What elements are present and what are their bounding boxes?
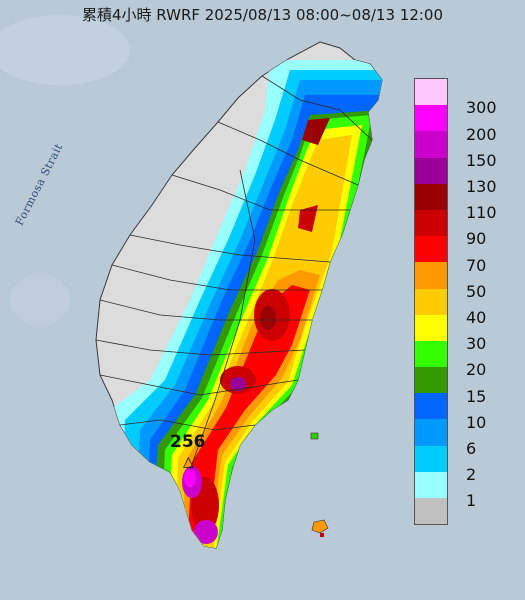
legend-label: 2 xyxy=(466,465,477,485)
legend-swatch xyxy=(415,183,447,210)
map-title: 累積4小時 RWRF 2025/08/13 08:00~08/13 12:00 xyxy=(81,6,444,24)
cloud-area xyxy=(0,15,130,85)
islet xyxy=(320,533,324,537)
legend-label: 50 xyxy=(466,281,487,301)
legend-swatch xyxy=(415,314,447,341)
legend-label: 150 xyxy=(466,150,497,170)
legend-swatch xyxy=(415,445,447,472)
legend-label: 130 xyxy=(466,177,497,196)
county-boundaries xyxy=(95,75,373,471)
legend-swatch xyxy=(415,393,447,420)
rain-band-90mm xyxy=(298,205,318,232)
legend-label: 90 xyxy=(466,229,487,249)
rain-band-200mm xyxy=(184,469,196,487)
legend-swatch xyxy=(415,157,447,184)
legend-swatch xyxy=(415,79,447,106)
rain-band-150mm xyxy=(194,520,218,544)
legend-swatch xyxy=(415,288,447,315)
peak-rainfall-value: 256 xyxy=(170,432,206,452)
legend-swatch xyxy=(415,131,447,158)
legend-swatch xyxy=(415,340,447,368)
legend-label: 20 xyxy=(466,360,487,380)
legend-swatch xyxy=(415,367,447,394)
cloud-area xyxy=(10,275,70,325)
legend-swatch xyxy=(415,236,447,263)
legend-swatch xyxy=(415,262,447,289)
rain-band-110mm xyxy=(302,118,330,145)
green-island xyxy=(310,432,319,440)
peak-rainfall-marker: △ xyxy=(183,454,194,470)
legend-swatch xyxy=(415,498,447,525)
rain-band-130mm xyxy=(230,377,246,391)
rain-band-70mm xyxy=(188,285,310,535)
legend-label: 70 xyxy=(466,255,487,275)
legend-label: 6 xyxy=(466,439,477,458)
legend-label: 30 xyxy=(466,334,487,354)
legend-swatch xyxy=(415,471,447,498)
orchid-island xyxy=(311,519,329,534)
legend-label: 15 xyxy=(466,386,487,406)
rainfall-legend xyxy=(414,78,448,526)
rain-band-110mm xyxy=(260,306,276,330)
legend-label: 110 xyxy=(466,203,497,223)
legend-swatch xyxy=(415,209,447,237)
legend-label: 1 xyxy=(466,491,477,511)
legend-swatch xyxy=(415,105,447,132)
legend-label: 200 xyxy=(466,124,497,144)
legend-label: 300 xyxy=(466,98,497,118)
legend-label: 40 xyxy=(466,308,487,327)
legend-label: 10 xyxy=(466,412,487,432)
legend-swatch xyxy=(415,419,447,446)
